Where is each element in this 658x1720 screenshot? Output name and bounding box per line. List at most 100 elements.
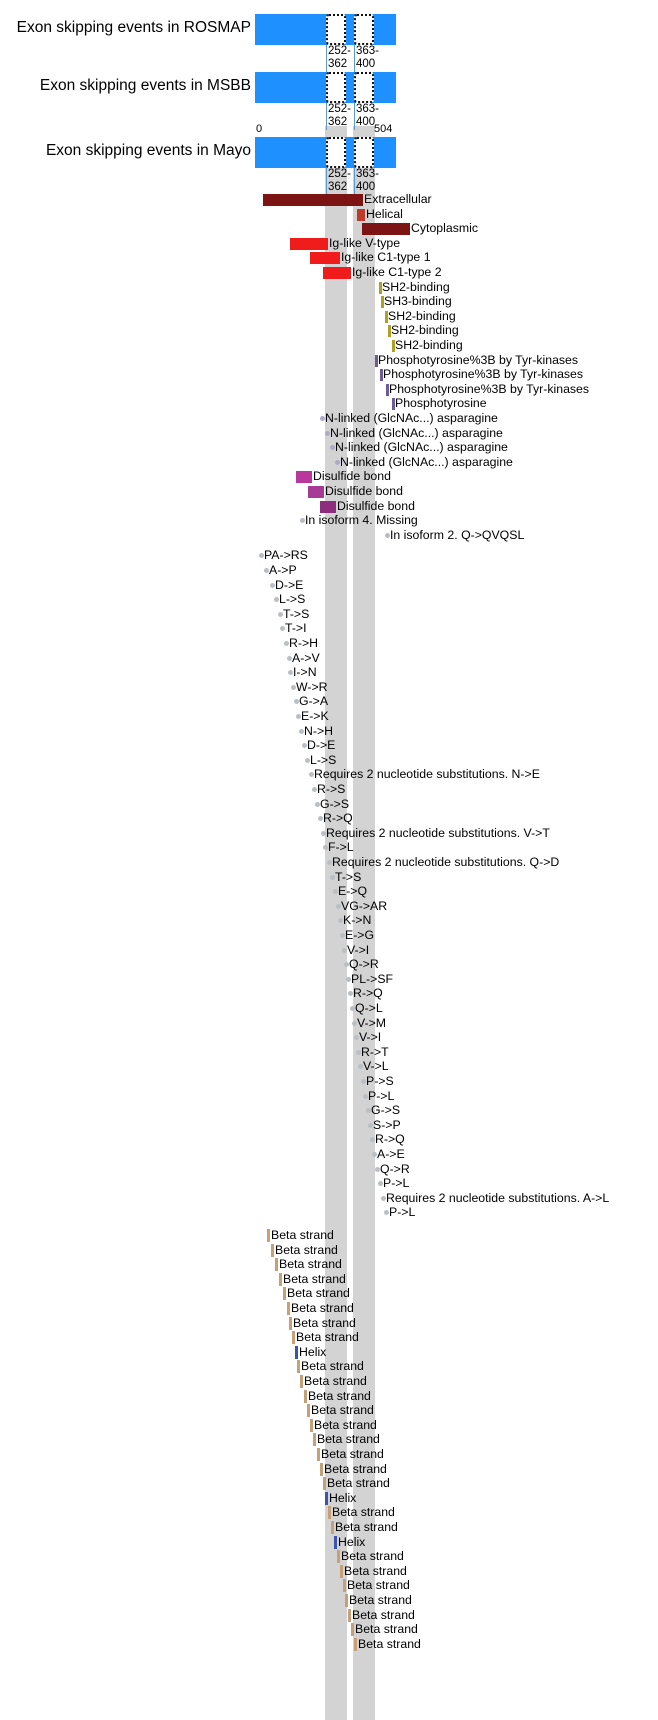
exon-skip-box-363-400[interactable] [354,14,374,45]
variant-row: Requires 2 nucleotide substitutions. A->… [0,1191,658,1206]
beta-strand-bar [345,1594,348,1607]
variant-label: F->L [328,840,354,855]
beta-strand-row: Beta strand [0,1622,658,1637]
topology-row: Helical [0,207,658,222]
motif-row: SH3-binding [0,294,658,309]
exon-skip-tick [354,45,355,72]
variant-dot [321,830,326,836]
beta-strand-label: Beta strand [347,1578,410,1593]
variant-row: Q->L [0,1001,658,1016]
beta-strand-bar [292,1331,295,1345]
beta-strand-bar [275,1258,278,1272]
variant-dot [356,1049,361,1055]
variant-dot [288,670,293,676]
motif-bar [392,340,395,352]
modified-residue-bar [380,369,383,382]
glycosylation-dot [335,459,340,465]
exon-skip-range: 363- 400 [356,103,380,128]
variant-label: P->L [389,1205,416,1220]
variant-dot [327,860,332,865]
variant-dot [302,743,307,749]
variant-dot [309,772,314,778]
variant-dot [330,874,335,880]
beta-strand-label: Beta strand [311,1403,374,1418]
beta-strand-bar [300,1375,303,1388]
variant-row: G->S [0,1103,658,1118]
beta-strand-bar [348,1608,351,1622]
variant-row: Q->R [0,1162,658,1177]
beta-strand-row: Beta strand [0,1359,658,1374]
variant-row: N->H [0,724,658,739]
disulfide-label: Disulfide bond [313,469,391,484]
beta-strand-row: Beta strand [0,1432,658,1447]
motif-row: SH2-binding [0,309,658,324]
variant-dot [270,582,275,588]
variant-row: R->S [0,782,658,797]
motif-label: SH2-binding [395,338,463,352]
variant-label: R->Q [353,986,383,1001]
variant-row: VG->AR [0,899,658,914]
exon-skip-box-252-362[interactable] [326,72,346,103]
beta-strand-label: Beta strand [283,1271,346,1286]
variant-label: L->S [279,592,306,607]
beta-strand-row: Beta strand [0,1549,658,1564]
variant-row: P->L [0,1176,658,1191]
variant-row: P->L [0,1089,658,1104]
topology-label: Extracellular [364,192,432,206]
glycosylation-label: N-linked (GlcNAc...) asparagine [325,411,498,425]
variant-row: E->G [0,928,658,943]
beta-strand-row: Beta strand [0,1374,658,1389]
exon-skip-box-363-400[interactable] [354,72,374,103]
beta-strand-row: Beta strand [0,1301,658,1316]
beta-strand-row: Beta strand [0,1520,658,1535]
exon-skip-box-252-362[interactable] [326,14,346,45]
variant-row: V->M [0,1016,658,1031]
modified-residue-row: Phosphotyrosine [0,396,658,411]
glycosylation-dot [325,430,330,436]
topology-bar [263,194,363,206]
variant-label: P->L [383,1176,410,1191]
exon-bar [255,14,396,45]
topology-row: Extracellular [0,192,658,207]
variant-label: Requires 2 nucleotide substitutions. V->… [326,825,550,840]
exon-skip-box-363-400[interactable] [354,137,374,168]
beta-strand-label: Beta strand [296,1330,359,1345]
variant-row: V->L [0,1059,658,1074]
disulfide-row: Disulfide bond [0,484,658,499]
topology-row: Cytoplasmic [0,221,658,236]
beta-strand-label: Beta strand [308,1388,371,1403]
beta-strand-row: Beta strand [0,1403,658,1418]
beta-strand-label: Beta strand [301,1359,364,1374]
variant-dot [318,816,323,822]
variant-label: Requires 2 nucleotide substitutions. Q->… [332,855,560,869]
beta-strand-label: Beta strand [314,1417,377,1432]
variant-dot [375,1166,380,1172]
domain-row: Ig-like V-type [0,236,658,251]
disulfide-bar [308,486,324,498]
exon-skip-box-252-362[interactable] [326,137,346,168]
beta-strand-label: Beta strand [317,1432,380,1447]
variant-label: S->P [373,1117,401,1132]
isoform-label: In isoform 4. Missing [305,513,418,528]
variant-label: V->I [359,1030,382,1045]
beta-strand-bar [340,1564,343,1578]
variant-label: V->L [363,1059,389,1074]
axis-end-label: 504 [374,123,393,135]
variant-label: PL->SF [351,971,394,986]
exon-skip-tick [326,45,327,72]
modified-residue-bar [392,398,395,411]
disulfide-row: Disulfide bond [0,469,658,484]
beta-strand-label: Beta strand [279,1257,342,1272]
exon-skipping-label: Exon skipping events in Mayo [45,142,251,159]
modified-residue-row: Phosphotyrosine%3B by Tyr-kinases [0,353,658,368]
variant-label: T->S [283,606,310,621]
glycosylation-row: N-linked (GlcNAc...) asparagine [0,411,658,426]
variant-row: Q->R [0,957,658,972]
disulfide-label: Disulfide bond [337,498,415,513]
variant-dot [348,991,353,997]
variant-dot [299,728,304,734]
beta-strand-bar [323,1477,326,1491]
variant-label: E->G [345,928,375,942]
beta-strand-bar [279,1272,282,1286]
variant-dot [312,787,317,792]
